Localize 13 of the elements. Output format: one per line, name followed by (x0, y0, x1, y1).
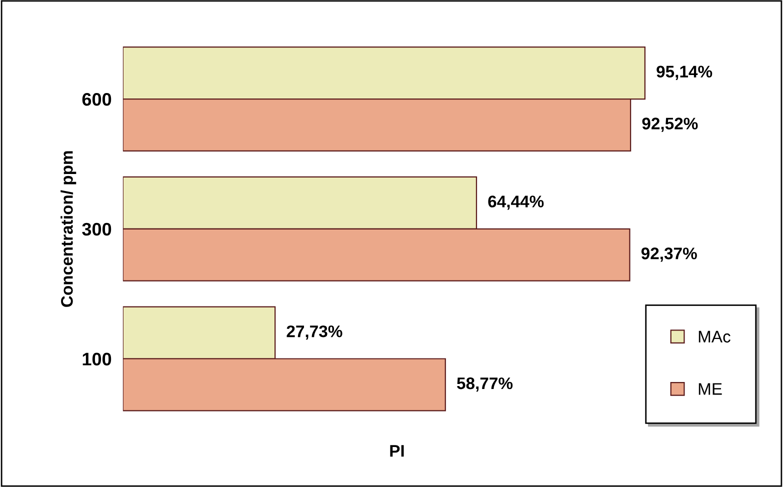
data-label: 27,73% (286, 325, 342, 340)
y-tick-label: 100 (82, 352, 112, 366)
y-axis-title: Concentration/ ppm (60, 151, 76, 307)
y-tick-label: 600 (82, 92, 112, 106)
data-label: 92,37% (641, 248, 697, 262)
data-label: 58,77% (457, 377, 513, 392)
x-axis-title: PI (390, 445, 404, 457)
data-label: 64,44% (488, 196, 544, 210)
y-tick-label: 300 (82, 222, 112, 236)
data-label: 95,14% (656, 66, 712, 80)
legend-label: ME (698, 383, 722, 395)
legend-label: MAc (698, 330, 730, 343)
data-label: 92,52% (642, 118, 698, 132)
